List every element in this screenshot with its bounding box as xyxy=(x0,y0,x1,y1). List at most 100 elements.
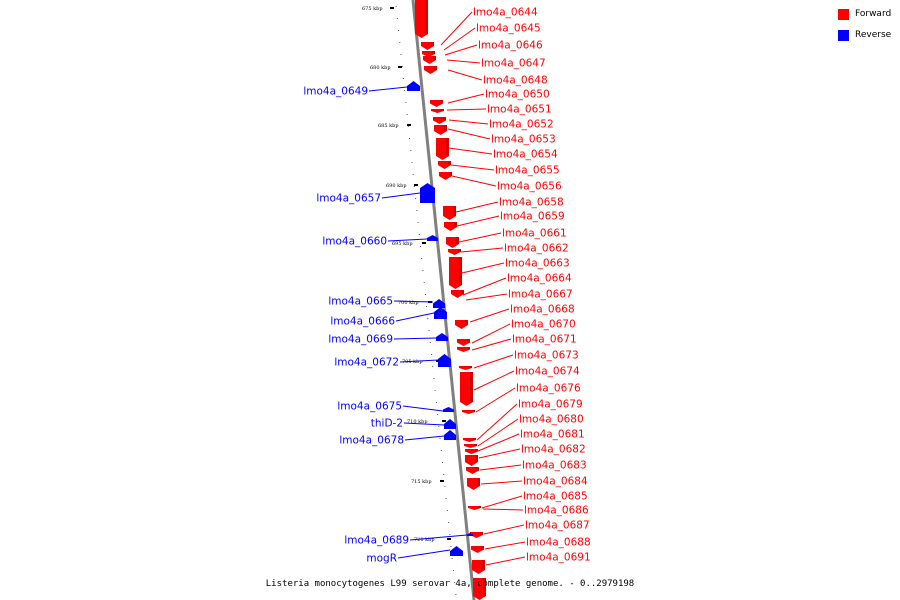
scale-dot xyxy=(412,174,414,175)
forward-leader-line xyxy=(440,11,473,46)
forward-gene-shape xyxy=(431,109,444,113)
forward-gene-shape xyxy=(463,438,476,442)
forward-leader-line xyxy=(473,370,515,391)
kbp-ticks: 675 kbp 680 kbp 685 kbp 690 kbp 695 kbp 700 k… xyxy=(362,6,451,543)
scale-dot xyxy=(449,534,451,535)
legend-reverse-label: Reverse xyxy=(855,30,892,40)
forward-gene-shade xyxy=(472,410,475,412)
forward-leader-line xyxy=(465,293,508,301)
forward-gene-label: lmo4a_0687 xyxy=(525,520,590,532)
forward-gene-shape xyxy=(451,290,464,298)
kbp-tick-label: 720 kbp xyxy=(414,537,435,543)
forward-gene-label: lmo4a_0682 xyxy=(521,444,586,456)
forward-gene-shade xyxy=(475,449,478,452)
reverse-gene-label: mogR xyxy=(366,553,397,565)
reverse-gene-label: lmo4a_0657 xyxy=(316,193,381,205)
reverse-leader-line xyxy=(387,238,428,242)
reverse-gene-shape xyxy=(444,419,456,429)
reverse-leader-line xyxy=(404,435,445,441)
forward-gene-label: lmo4a_0644 xyxy=(473,7,538,19)
scale-dot xyxy=(409,138,410,139)
scale-dot xyxy=(439,438,441,439)
forward-leader-line xyxy=(479,464,522,471)
reverse-gene-shape xyxy=(443,407,454,412)
scale-dot xyxy=(400,54,402,55)
forward-gene-shade xyxy=(448,161,451,165)
reverse-leader-line xyxy=(395,312,435,322)
forward-gene-shade xyxy=(473,438,476,440)
forward-gene-shape xyxy=(457,339,470,346)
kbp-tick-label: 685 kbp xyxy=(378,123,399,129)
reverse-gene-label: lmo4a_0649 xyxy=(303,86,368,98)
forward-gene-label: lmo4a_0683 xyxy=(522,460,587,472)
forward-gene-shade xyxy=(467,339,470,343)
forward-gene-shape xyxy=(462,410,475,414)
forward-gene-label: lmo4a_0668 xyxy=(510,304,575,316)
kbp-tick-label: 695 kbp xyxy=(392,241,413,247)
forward-gene-shape xyxy=(423,56,436,64)
forward-gene-shade xyxy=(453,206,456,216)
forward-gene-shape xyxy=(465,455,478,466)
forward-gene-shape xyxy=(446,237,459,248)
reverse-gene-label: lmo4a_0675 xyxy=(337,401,402,413)
forward-leader-line xyxy=(448,147,493,155)
scale-dot xyxy=(451,558,453,559)
forward-gene-label: lmo4a_0652 xyxy=(489,119,554,131)
forward-leader-line xyxy=(469,308,510,323)
forward-gene-shade xyxy=(476,467,479,471)
forward-gene-shape xyxy=(439,172,452,180)
forward-gene-label: lmo4a_0645 xyxy=(476,23,541,35)
forward-gene-shape xyxy=(438,161,451,169)
forward-gene-shade xyxy=(440,100,443,104)
forward-gene-label: lmo4a_0667 xyxy=(508,289,573,301)
forward-leader-line xyxy=(460,247,504,253)
kbp-tick-mark xyxy=(440,480,444,482)
forward-gene-shape xyxy=(457,347,470,352)
forward-gene-shade xyxy=(443,117,446,121)
forward-gene-shade xyxy=(474,444,477,446)
scale-dot xyxy=(437,414,439,415)
forward-leader-line xyxy=(447,69,483,81)
forward-leader-line xyxy=(477,418,519,447)
forward-gene-shade xyxy=(431,42,434,46)
forward-gene-label: lmo4a_0680 xyxy=(519,414,584,426)
forward-gene-shade xyxy=(470,372,473,402)
kbp-tick-label: 675 kbp xyxy=(362,6,383,12)
forward-gene-shade xyxy=(459,257,462,285)
forward-gene-shape xyxy=(468,506,481,510)
scale-dot xyxy=(405,102,407,103)
forward-gene-shade xyxy=(482,560,485,570)
forward-gene-shade xyxy=(465,320,468,325)
forward-gene-shape xyxy=(467,478,480,490)
scale-dot xyxy=(442,462,443,463)
forward-gene-shade xyxy=(444,125,447,131)
scale-dot xyxy=(433,378,435,379)
forward-gene-shape xyxy=(464,444,477,448)
forward-gene-shade xyxy=(467,347,470,350)
forward-gene-shape xyxy=(455,320,468,329)
forward-gene-shape xyxy=(471,546,484,553)
forward-leader-line xyxy=(446,59,481,64)
kbp-tick-label: 715 kbp xyxy=(411,479,432,485)
forward-gene-shape xyxy=(434,125,447,135)
forward-leader-line xyxy=(471,338,512,351)
forward-gene-shape xyxy=(449,257,462,289)
forward-gene-shape xyxy=(433,117,446,124)
reverse-leader-line xyxy=(399,359,439,363)
forward-gene-shape xyxy=(415,0,428,38)
forward-leader-line xyxy=(471,323,511,344)
scale-dot xyxy=(426,306,428,307)
kbp-tick-mark xyxy=(422,242,426,244)
legend-forward-label: Forward xyxy=(855,9,892,19)
kbp-tick-mark xyxy=(447,538,451,540)
forward-leader-line xyxy=(447,128,491,140)
scale-dot xyxy=(448,522,450,523)
scale-dot xyxy=(435,402,437,403)
scale-dot xyxy=(396,18,398,19)
forward-gene-label: lmo4a_0673 xyxy=(514,350,579,362)
forward-gene-shade xyxy=(481,546,484,550)
forward-leader-line xyxy=(480,480,523,485)
reverse-gene-label: lmo4a_0678 xyxy=(339,435,404,447)
scale-dot xyxy=(422,270,424,271)
tick-dots xyxy=(395,6,457,595)
